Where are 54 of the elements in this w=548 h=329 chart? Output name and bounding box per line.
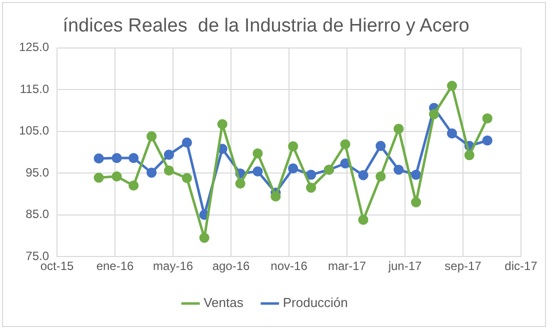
point bbox=[146, 168, 157, 178]
point bbox=[446, 128, 458, 138]
x-tick-label: may-16 bbox=[153, 259, 194, 274]
y-tick-label: 115.0 bbox=[20, 82, 50, 96]
point bbox=[146, 131, 157, 142]
point bbox=[270, 191, 281, 202]
point bbox=[306, 182, 316, 193]
x-tick-label: sep-17 bbox=[444, 259, 482, 274]
legend-label: Producción bbox=[282, 295, 348, 310]
point bbox=[164, 166, 174, 176]
point bbox=[306, 170, 316, 180]
point bbox=[182, 138, 192, 148]
point bbox=[252, 148, 263, 159]
point bbox=[128, 180, 139, 191]
point bbox=[394, 164, 404, 175]
point bbox=[482, 113, 492, 124]
point bbox=[464, 150, 474, 160]
y-tick-label: 105.0 bbox=[19, 124, 50, 138]
x-tick-label: nov-16 bbox=[270, 259, 308, 274]
point bbox=[428, 109, 440, 120]
point bbox=[358, 170, 368, 180]
point bbox=[217, 119, 228, 130]
point bbox=[340, 139, 350, 150]
point bbox=[182, 173, 192, 184]
point bbox=[340, 158, 350, 169]
point bbox=[199, 232, 210, 243]
point bbox=[358, 214, 368, 225]
point bbox=[164, 150, 174, 160]
point bbox=[112, 152, 122, 164]
point bbox=[252, 166, 263, 176]
point bbox=[376, 140, 386, 151]
point bbox=[112, 171, 122, 182]
point bbox=[235, 178, 246, 189]
point bbox=[288, 141, 298, 152]
point bbox=[288, 163, 298, 174]
y-tick-label: 125.0 bbox=[19, 40, 50, 54]
x-tick-label: dic-17 bbox=[504, 259, 538, 274]
point bbox=[376, 171, 386, 182]
chart-title: índices Reales de la Industria de Hierro y Acero bbox=[62, 16, 470, 37]
point bbox=[446, 80, 458, 91]
point bbox=[94, 153, 104, 164]
point bbox=[410, 170, 422, 180]
point bbox=[128, 152, 139, 164]
y-tick-label: 85.0 bbox=[26, 207, 50, 222]
legend-label: Ventas bbox=[204, 295, 244, 310]
point bbox=[482, 135, 492, 146]
point bbox=[94, 172, 104, 183]
x-tick-label: jun-17 bbox=[387, 259, 422, 274]
point bbox=[410, 197, 422, 208]
y-tick-label: 95.0 bbox=[26, 165, 50, 180]
x-tick-label: mar-17 bbox=[328, 259, 366, 274]
point bbox=[394, 124, 404, 134]
x-tick-label: ene-16 bbox=[96, 259, 134, 274]
x-tick-label: ago-16 bbox=[212, 259, 250, 274]
